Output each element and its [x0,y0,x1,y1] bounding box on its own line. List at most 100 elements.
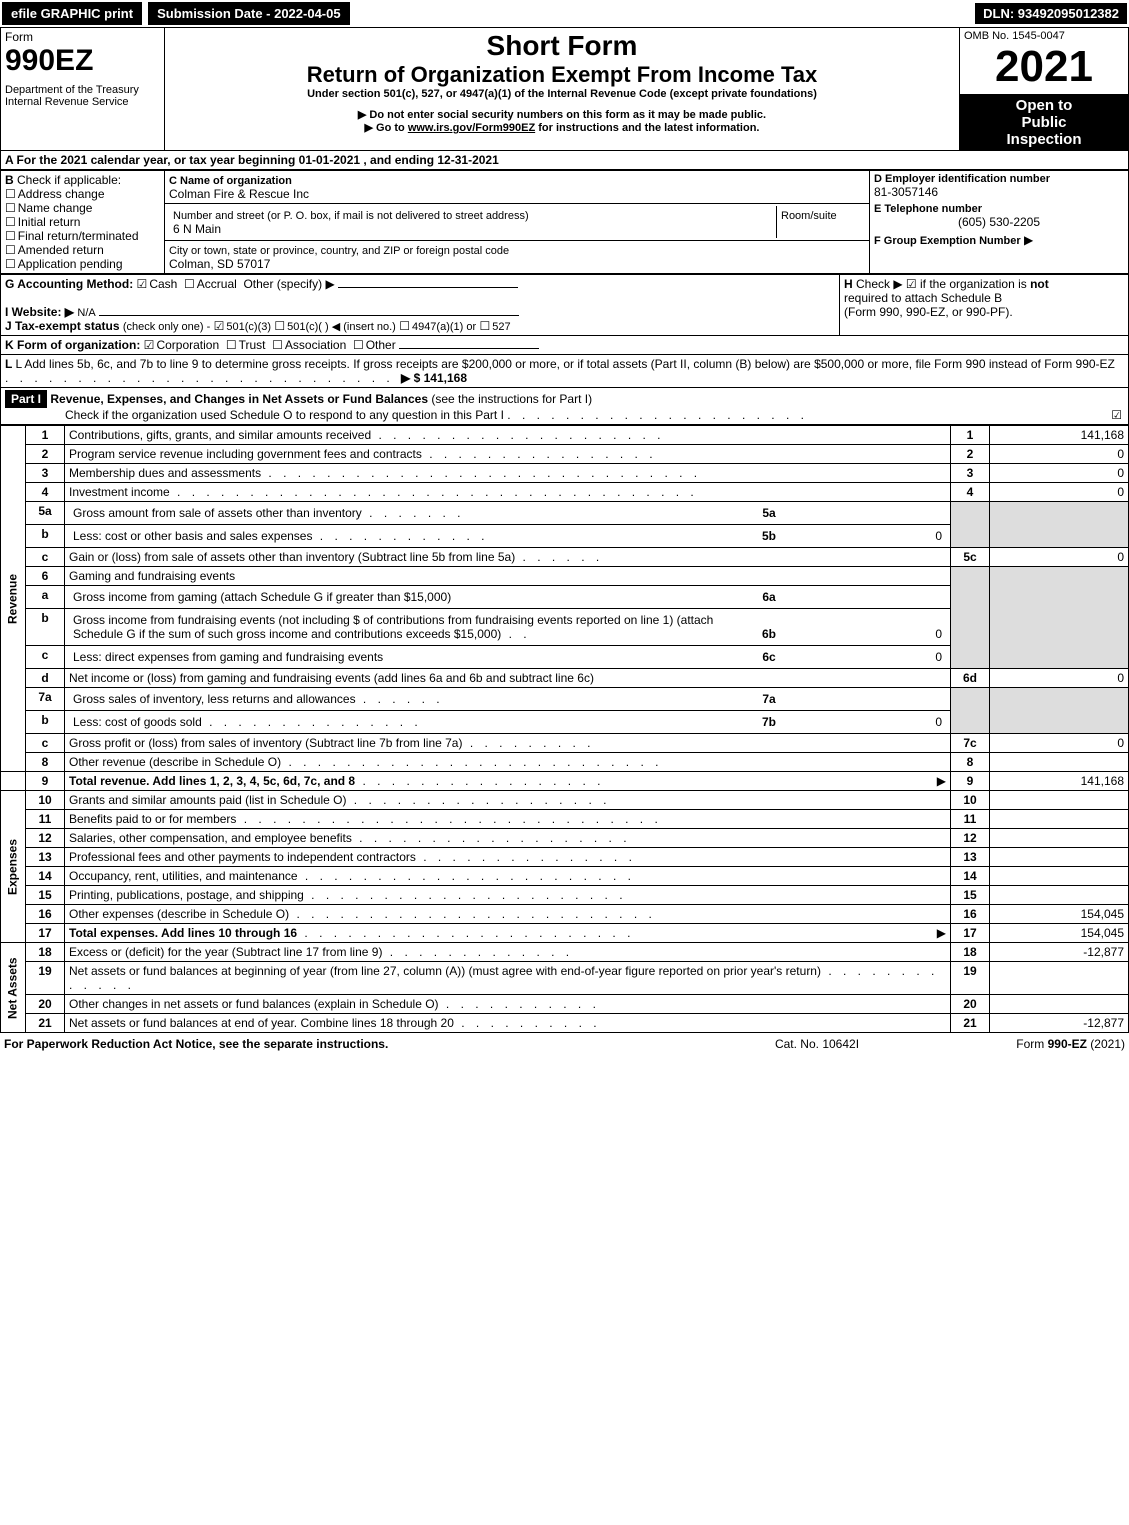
line-15-col: 15 [951,886,990,905]
line-18-num: 18 [26,943,65,962]
shade-6 [951,567,990,669]
line-5c-text: Gain or (loss) from sale of assets other… [65,548,951,567]
line-9-text: Total revenue. Add lines 1, 2, 3, 4, 5c,… [65,772,951,791]
j-501c3-check[interactable] [214,319,227,333]
g-other-input[interactable] [338,287,518,288]
revenue-vert-label: Revenue [1,426,26,772]
section-a-line: A For the 2021 calendar year, or tax yea… [0,151,1129,170]
line-4-val: 0 [990,483,1129,502]
line-5a-row: Gross amount from sale of assets other t… [65,502,951,525]
open-public-box: Open to Public Inspection [960,95,1129,151]
expenses-vert-label: Expenses [1,791,26,943]
j-501c-check[interactable] [274,319,287,333]
line-15-val [990,886,1129,905]
line-6b-val: 0 [788,611,946,643]
k-label: K Form of organization: [5,338,140,352]
k-assoc-check[interactable] [272,338,285,352]
efile-print-button[interactable]: efile GRAPHIC print [2,2,142,25]
l-text: L Add lines 5b, 6c, and 7b to line 9 to … [15,357,1114,371]
k-other-check[interactable] [353,338,366,352]
line-7b-row: Less: cost of goods sold . . . . . . . .… [65,711,951,734]
chk-amended-return[interactable] [5,243,18,257]
line-21-text: Net assets or fund balances at end of ye… [65,1014,951,1033]
line-5a-val [788,504,946,522]
line-7b-val: 0 [788,713,946,731]
line-7c-val: 0 [990,734,1129,753]
line-7c-text: Gross profit or (loss) from sales of inv… [65,734,951,753]
line-6c-num: c [26,646,65,669]
subtitle: Under section 501(c), 527, or 4947(a)(1)… [169,88,955,100]
line-4-col: 4 [951,483,990,502]
line-6b-row: Gross income from fundraising events (no… [65,609,951,646]
j-527-check[interactable] [480,319,493,333]
g-cash-check[interactable] [137,277,150,291]
g-accrual-check[interactable] [184,277,197,291]
line-5b-box: 5b [750,527,788,545]
part-i-label: Part I [5,390,47,408]
line-6-text: Gaming and fundraising events [65,567,951,586]
line-20-num: 20 [26,995,65,1014]
line-19-col: 19 [951,962,990,995]
line-12-text: Salaries, other compensation, and employ… [65,829,951,848]
line-15-num: 15 [26,886,65,905]
line-11-num: 11 [26,810,65,829]
chk-final-return[interactable] [5,229,18,243]
line-1-text: Contributions, gifts, grants, and simila… [65,426,951,445]
line-16-val: 154,045 [990,905,1129,924]
line-17-num: 17 [26,924,65,943]
line-2-val: 0 [990,445,1129,464]
j-4947-check[interactable] [399,319,412,333]
h-text2: required to attach Schedule B [844,291,1002,305]
line-2-col: 2 [951,445,990,464]
line-7c-num: c [26,734,65,753]
bcdef-table: B Check if applicable: Address change Na… [0,170,1129,274]
line-20-val [990,995,1129,1014]
line-5c-col: 5c [951,548,990,567]
line-6c-row: Less: direct expenses from gaming and fu… [65,646,951,669]
line-6d-col: 6d [951,669,990,688]
line-5c-num: c [26,548,65,567]
schedule-o-check[interactable] [1111,408,1124,422]
l-amount: ▶ $ 141,168 [401,371,467,385]
short-form-title: Short Form [169,30,955,62]
part-i-subtitle: (see the instructions for Part I) [431,392,592,406]
line-14-num: 14 [26,867,65,886]
main-title: Return of Organization Exempt From Incom… [169,62,955,88]
line-6c-box: 6c [750,648,788,666]
line-8-num: 8 [26,753,65,772]
line-7c-col: 7c [951,734,990,753]
j-label: J Tax-exempt status [5,319,120,333]
line-19-val [990,962,1129,995]
line-1-num: 1 [26,426,65,445]
h-letter: H [844,277,853,291]
k-trust-check[interactable] [226,338,239,352]
line-11-text: Benefits paid to or for members . . . . … [65,810,951,829]
chk-initial-return[interactable] [5,215,18,229]
part-i-title: Revenue, Expenses, and Changes in Net As… [50,392,428,406]
line-5b-val: 0 [788,527,946,545]
shade-7 [951,688,990,734]
line-15-text: Printing, publications, postage, and shi… [65,886,951,905]
form-number: 990EZ [5,44,160,78]
chk-application-pending[interactable] [5,257,18,271]
c-room-label: Room/suite [781,210,837,222]
k-corp-check[interactable] [144,338,157,352]
line-14-val [990,867,1129,886]
k-other-line [399,348,539,349]
e-phone-value: (605) 530-2205 [874,215,1124,229]
line-5b-num: b [26,525,65,548]
dln-label: DLN: 93492095012382 [975,3,1127,24]
e-phone-label: E Telephone number [874,203,1124,215]
line-6a-row: Gross income from gaming (attach Schedul… [65,586,951,609]
line-3-num: 3 [26,464,65,483]
irs-link[interactable]: www.irs.gov/Form990EZ [408,122,535,134]
chk-address-change[interactable] [5,187,18,201]
line-20-text: Other changes in net assets or fund bala… [65,995,951,1014]
omb-label: OMB No. 1545-0047 [964,30,1124,42]
line-6d-num: d [26,669,65,688]
chk-name-change[interactable] [5,201,18,215]
line-6b-num: b [26,609,65,646]
g-other-label: Other (specify) ▶ [243,277,334,291]
line-2-num: 2 [26,445,65,464]
h-text3: (Form 990, 990-EZ, or 990-PF). [844,305,1013,319]
